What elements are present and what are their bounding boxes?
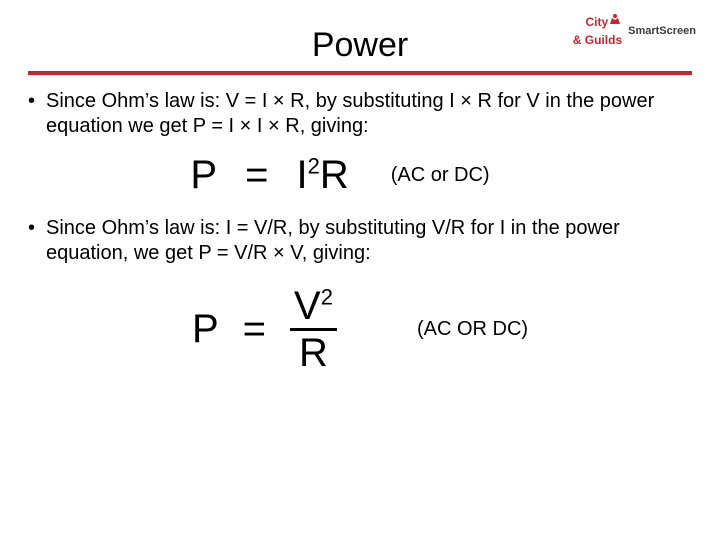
slide: City & Guilds SmartScreen Power • Since … [0,0,720,540]
bullet-dot: • [28,89,46,114]
equation-1: P = I2R [190,153,348,198]
eq2-P: P [192,307,219,352]
eq2-denominator: R [295,331,332,373]
equation-1-note: (AC or DC) [391,164,490,187]
equation-2-note: (AC OR DC) [417,318,528,341]
bullet-2-text: Since Ohm’s law is: I = V/R, by substitu… [46,216,692,266]
eq1-P: P [190,153,217,198]
bullet-2: • Since Ohm’s law is: I = V/R, by substi… [28,216,692,266]
lion-icon [608,12,622,26]
logo-smartscreen: SmartScreen [628,25,696,37]
equation-2-row: P = V2 R (AC OR DC) [28,286,692,373]
equation-2: P = V2 R [192,286,337,373]
equation-1-row: P = I2R (AC or DC) [0,153,692,198]
bullet-dot: • [28,216,46,241]
eq2-equals: = [243,307,266,352]
bullet-1-text: Since Ohm’s law is: V = I × R, by substi… [46,89,692,139]
eq1-rhs: I2R [296,153,348,198]
bullet-1: • Since Ohm’s law is: V = I × R, by subs… [28,89,692,139]
logo: City & Guilds SmartScreen [573,12,696,49]
logo-city-guilds: City & Guilds [573,12,622,49]
title-underline [28,71,692,75]
eq2-fraction: V2 R [290,286,337,373]
eq2-numerator: V2 [290,286,337,331]
eq1-equals: = [245,153,268,198]
